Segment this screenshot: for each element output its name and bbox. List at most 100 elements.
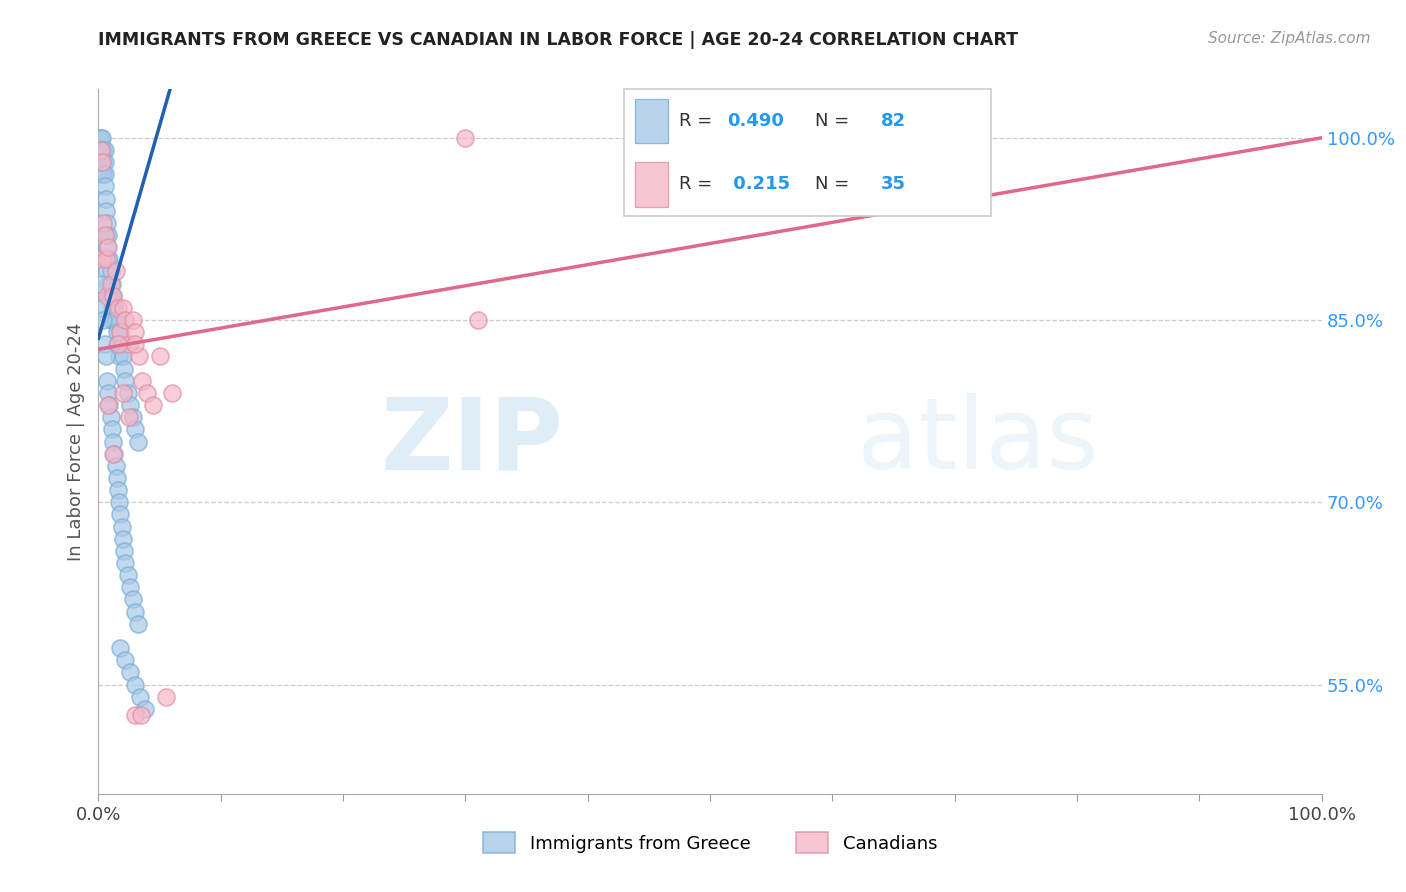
Text: ZIP: ZIP bbox=[381, 393, 564, 490]
Point bbox=[103, 301, 125, 315]
Point bbox=[107, 483, 129, 497]
Point bbox=[129, 707, 152, 722]
Point bbox=[94, 252, 117, 267]
Text: Source: ZipAtlas.com: Source: ZipAtlas.com bbox=[1208, 31, 1371, 46]
Point bbox=[111, 337, 134, 351]
Point bbox=[107, 301, 129, 315]
Point bbox=[91, 167, 114, 181]
Point bbox=[101, 277, 124, 291]
Point bbox=[101, 447, 124, 461]
Legend: Immigrants from Greece, Canadians: Immigrants from Greece, Canadians bbox=[474, 823, 946, 863]
Point bbox=[100, 410, 122, 425]
Point bbox=[111, 519, 134, 533]
Point bbox=[104, 458, 127, 473]
Point bbox=[114, 653, 136, 667]
Point bbox=[108, 350, 131, 364]
Point bbox=[124, 677, 146, 691]
Point bbox=[110, 325, 132, 339]
Point bbox=[127, 616, 149, 631]
Point bbox=[94, 203, 117, 218]
Point bbox=[124, 337, 146, 351]
Point bbox=[114, 556, 136, 570]
Point bbox=[114, 313, 136, 327]
Point bbox=[112, 361, 135, 376]
Point bbox=[91, 216, 114, 230]
Point bbox=[91, 155, 114, 169]
Point bbox=[91, 143, 114, 157]
Point bbox=[124, 605, 146, 619]
Point bbox=[134, 702, 156, 716]
Point bbox=[103, 447, 125, 461]
Point bbox=[101, 301, 124, 315]
Point bbox=[98, 398, 121, 412]
Point bbox=[107, 337, 129, 351]
Point bbox=[93, 337, 115, 351]
Point bbox=[97, 240, 120, 254]
Point bbox=[118, 410, 141, 425]
Point bbox=[118, 337, 141, 351]
Point bbox=[104, 264, 127, 278]
Point bbox=[94, 227, 117, 242]
Point bbox=[90, 143, 112, 157]
Point bbox=[100, 264, 122, 278]
Point bbox=[91, 167, 114, 181]
Point bbox=[96, 374, 118, 388]
Point bbox=[104, 313, 127, 327]
Point bbox=[128, 350, 150, 364]
Point bbox=[110, 508, 132, 522]
Point bbox=[111, 386, 134, 401]
Point bbox=[91, 155, 114, 169]
Point bbox=[117, 386, 139, 401]
Point bbox=[124, 422, 146, 436]
Point bbox=[91, 313, 114, 327]
Point bbox=[93, 155, 115, 169]
Point bbox=[136, 386, 159, 401]
Text: atlas: atlas bbox=[856, 393, 1098, 490]
Point bbox=[97, 252, 120, 267]
Point bbox=[90, 130, 112, 145]
Point bbox=[105, 337, 128, 351]
Point bbox=[97, 227, 120, 242]
Point bbox=[467, 313, 489, 327]
Point bbox=[96, 216, 118, 230]
Point bbox=[101, 434, 124, 449]
Point bbox=[93, 179, 115, 194]
Point bbox=[91, 301, 114, 315]
Point bbox=[105, 471, 128, 485]
Point bbox=[120, 580, 142, 594]
Point bbox=[89, 143, 111, 157]
Point bbox=[91, 155, 114, 169]
Point bbox=[97, 386, 120, 401]
Point bbox=[454, 130, 477, 145]
Point bbox=[107, 337, 129, 351]
Point bbox=[160, 386, 183, 401]
Point bbox=[97, 277, 120, 291]
Point bbox=[93, 167, 115, 181]
Point bbox=[98, 289, 121, 303]
Point bbox=[89, 130, 111, 145]
Point bbox=[100, 277, 122, 291]
Point bbox=[101, 422, 124, 436]
Point bbox=[129, 690, 152, 704]
Point bbox=[111, 350, 134, 364]
Point bbox=[112, 544, 135, 558]
Point bbox=[93, 227, 115, 242]
Point bbox=[94, 350, 117, 364]
Point bbox=[96, 240, 118, 254]
Point bbox=[120, 665, 142, 680]
Point bbox=[101, 289, 124, 303]
Point bbox=[90, 143, 112, 157]
Point bbox=[94, 192, 117, 206]
Point bbox=[91, 252, 114, 267]
Point bbox=[91, 130, 114, 145]
Point bbox=[127, 434, 149, 449]
Point bbox=[114, 374, 136, 388]
Point bbox=[142, 398, 165, 412]
Point bbox=[111, 301, 134, 315]
Point bbox=[131, 374, 153, 388]
Text: IMMIGRANTS FROM GREECE VS CANADIAN IN LABOR FORCE | AGE 20-24 CORRELATION CHART: IMMIGRANTS FROM GREECE VS CANADIAN IN LA… bbox=[98, 31, 1018, 49]
Point bbox=[110, 641, 132, 656]
Point bbox=[149, 350, 172, 364]
Point bbox=[93, 143, 115, 157]
Point bbox=[91, 143, 114, 157]
